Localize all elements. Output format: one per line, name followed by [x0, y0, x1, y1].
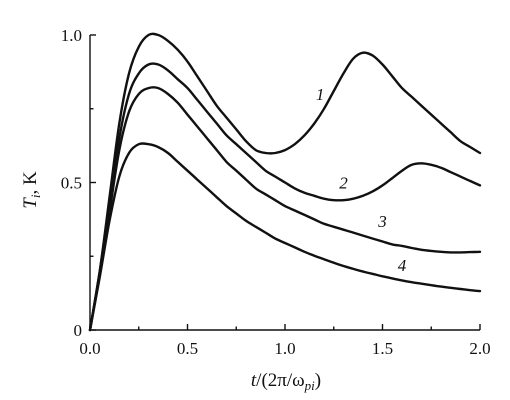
y-axis-title-unit: , K	[20, 171, 41, 195]
series-2-label: 2	[339, 173, 348, 192]
series-3-line	[88, 86, 482, 332]
y-tick-label: 0	[74, 321, 83, 340]
series-1-label: 1	[316, 85, 325, 104]
y-axis-title-sub: i	[28, 194, 43, 198]
x-axis-title: t/(2π/ωpi)	[251, 370, 321, 393]
x-axis-title-var: t	[251, 370, 257, 391]
x-tick-label: 0.0	[79, 339, 100, 358]
x-axis-title-mid: /(2π/ω	[256, 370, 304, 391]
y-tick-label: 0.5	[61, 174, 82, 193]
curves	[88, 32, 482, 332]
ticks: 0.0 0.5 1.0 1.5 2.0 0 0.5 1.0	[61, 26, 491, 358]
x-tick-label: 0.5	[177, 339, 198, 358]
x-axis-title-sub: pi	[304, 378, 316, 393]
y-tick-label: 1.0	[61, 26, 82, 45]
x-tick-label: 1.5	[372, 339, 393, 358]
series-3-label: 3	[377, 212, 387, 231]
series-4-line	[88, 142, 482, 332]
series-1-line	[88, 32, 482, 332]
series-4-label: 4	[398, 256, 407, 275]
x-axis-title-end: )	[315, 370, 321, 391]
y-axis-title: Ti, K	[20, 171, 43, 209]
x-tick-label: 2.0	[469, 339, 490, 358]
curve-labels: 1 2 3 4	[316, 85, 407, 275]
x-tick-label: 1.0	[274, 339, 295, 358]
series-2-line	[88, 62, 482, 332]
y-axis-title-var: T	[20, 197, 41, 209]
